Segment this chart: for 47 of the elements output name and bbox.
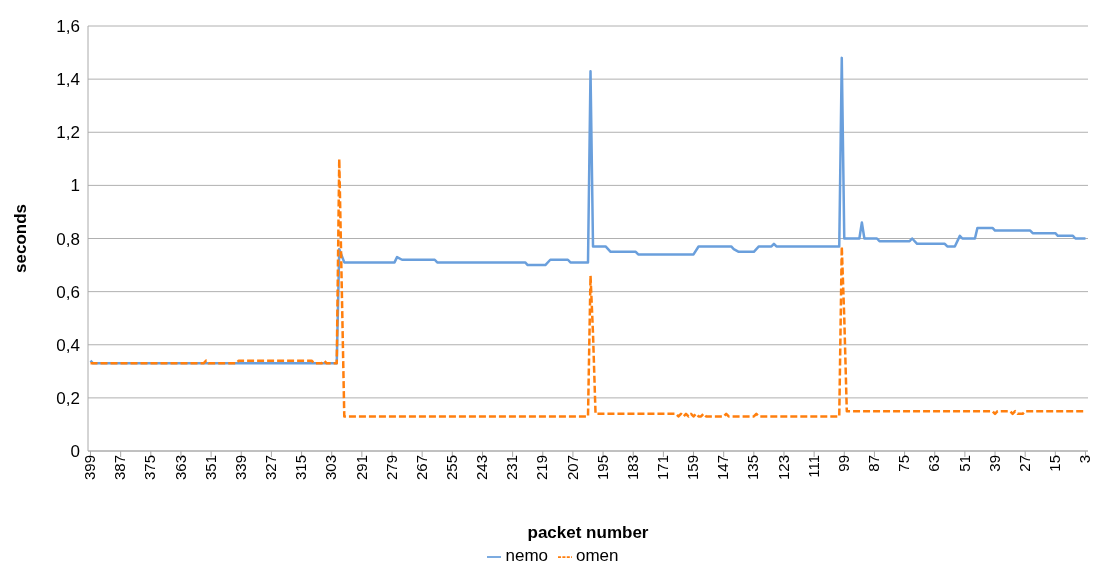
y-tick-label: 1,6 — [56, 17, 80, 37]
x-tick-label: 111 — [804, 455, 822, 478]
x-tick-label: 279 — [382, 455, 400, 481]
y-tick-label: 1 — [70, 176, 80, 196]
x-tick-label: 255 — [442, 455, 460, 481]
x-tick-label: 27 — [1015, 455, 1033, 472]
x-tick-label: 135 — [744, 455, 762, 481]
y-tick-label: 0,6 — [56, 282, 80, 302]
x-tick-label: 351 — [201, 455, 219, 481]
x-tick-label: 399 — [81, 455, 99, 481]
x-tick-label: 75 — [895, 455, 913, 472]
legend-label: omen — [576, 546, 619, 565]
x-tick-label: 243 — [473, 455, 491, 481]
y-tick-label: 0,2 — [56, 388, 80, 408]
x-axis-title: packet number — [527, 523, 649, 542]
x-tick-label: 63 — [925, 455, 943, 472]
x-tick-label: 195 — [593, 455, 611, 481]
x-tick-label: 267 — [412, 455, 430, 481]
x-tick-label: 303 — [322, 455, 340, 481]
x-tick-label: 3 — [1076, 455, 1094, 464]
x-tick-label: 39 — [985, 455, 1003, 472]
x-tick-label: 159 — [684, 455, 702, 481]
y-tick-label: 0,4 — [56, 335, 80, 355]
x-tick-label: 327 — [262, 455, 280, 481]
x-tick-label: 387 — [111, 455, 129, 481]
y-axis-title: seconds — [11, 204, 31, 273]
legend-label: nemo — [505, 546, 548, 565]
x-tick-label: 207 — [563, 455, 581, 481]
x-tick-label: 15 — [1045, 455, 1063, 472]
y-tick-label: 1,4 — [56, 70, 80, 90]
x-tick-label: 51 — [955, 455, 973, 472]
x-tick-label: 87 — [865, 455, 883, 472]
x-tick-label: 99 — [834, 455, 852, 472]
x-tick-label: 147 — [714, 455, 732, 481]
x-tick-label: 231 — [503, 455, 521, 481]
y-tick-label: 0,8 — [56, 229, 80, 249]
y-tick-label: 0 — [70, 442, 80, 462]
x-tick-label: 171 — [654, 455, 672, 481]
x-tick-label: 375 — [141, 455, 159, 481]
x-tick-label: 315 — [292, 455, 310, 481]
x-tick-label: 363 — [171, 455, 189, 481]
x-tick-label: 123 — [774, 455, 792, 481]
y-tick-label: 1,2 — [56, 123, 80, 143]
x-tick-label: 339 — [231, 455, 249, 481]
x-tick-label: 219 — [533, 455, 551, 481]
x-tick-label: 183 — [623, 455, 641, 481]
x-tick-label: 291 — [352, 455, 370, 481]
